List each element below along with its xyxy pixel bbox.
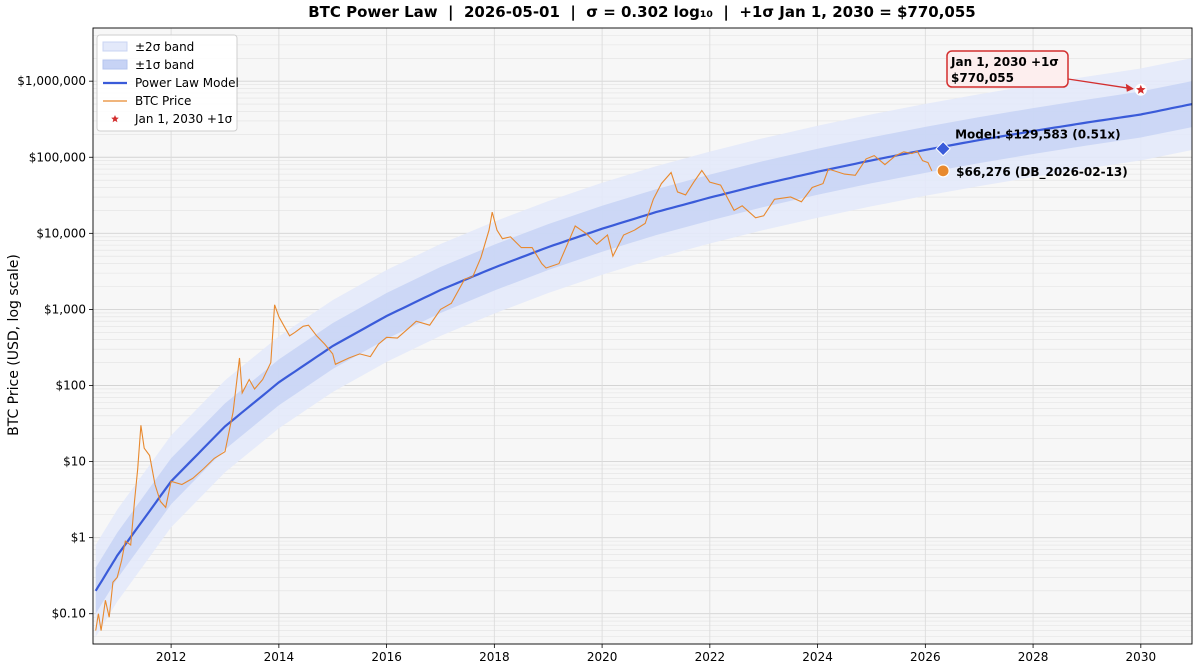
y-tick-label: $100,000 bbox=[29, 150, 86, 164]
x-tick-label: 2026 bbox=[910, 650, 941, 664]
legend-box bbox=[96, 34, 238, 132]
x-tick-label: 2012 bbox=[156, 650, 187, 664]
band-1-sigma bbox=[95, 81, 1192, 614]
legend-swatch-band1 bbox=[102, 59, 128, 70]
legend-swatch-band2 bbox=[102, 41, 128, 52]
power-law-model-line bbox=[94, 103, 1192, 592]
y-tick-label: $1,000 bbox=[44, 302, 86, 316]
price-marker-label: $66,276 (DB_2026-02-13) bbox=[956, 165, 1128, 180]
annotation-box bbox=[946, 50, 1069, 88]
x-tick-label: 2028 bbox=[1018, 650, 1049, 664]
y-tick-label: $10,000 bbox=[36, 226, 86, 240]
legend-label-band1: ±1σ band bbox=[135, 58, 194, 72]
legend-label-price: BTC Price bbox=[135, 94, 191, 108]
x-tick-label: 2018 bbox=[479, 650, 510, 664]
x-tick-label: 2030 bbox=[1126, 650, 1157, 664]
y-tick-label: $10 bbox=[63, 455, 86, 469]
chart-title: BTC Power Law | 2026-05-01 | σ = 0.302 l… bbox=[308, 3, 976, 21]
annotation-line-1: Jan 1, 2030 +1σ bbox=[950, 55, 1059, 69]
legend-label-star: Jan 1, 2030 +1σ bbox=[134, 112, 233, 126]
y-tick-label: $0.10 bbox=[52, 607, 86, 621]
x-tick-label: 2024 bbox=[802, 650, 833, 664]
annotation-line-2: $770,055 bbox=[951, 71, 1014, 85]
x-tick-label: 2022 bbox=[695, 650, 726, 664]
annotation-arrowhead bbox=[1125, 83, 1134, 92]
y-tick-label: $1,000,000 bbox=[17, 74, 86, 88]
y-tick-label: $1 bbox=[71, 531, 86, 545]
x-tick-label: 2014 bbox=[264, 650, 295, 664]
y-tick-label: $100 bbox=[55, 378, 86, 392]
legend-swatch-star bbox=[111, 115, 119, 123]
x-tick-label: 2020 bbox=[587, 650, 618, 664]
plot-frame bbox=[92, 27, 1193, 645]
btc-price-line bbox=[95, 150, 933, 631]
legend-label-model: Power Law Model bbox=[135, 76, 239, 90]
price-marker-dot bbox=[936, 164, 950, 178]
x-tick-label: 2016 bbox=[371, 650, 402, 664]
legend-label-band2: ±2σ band bbox=[135, 40, 194, 54]
model-marker-diamond bbox=[935, 140, 951, 157]
annotation-arrow bbox=[1067, 78, 1133, 90]
jan-2030-star bbox=[1136, 84, 1146, 94]
model-marker-label: Model: $129,583 (0.51x) bbox=[955, 128, 1121, 142]
